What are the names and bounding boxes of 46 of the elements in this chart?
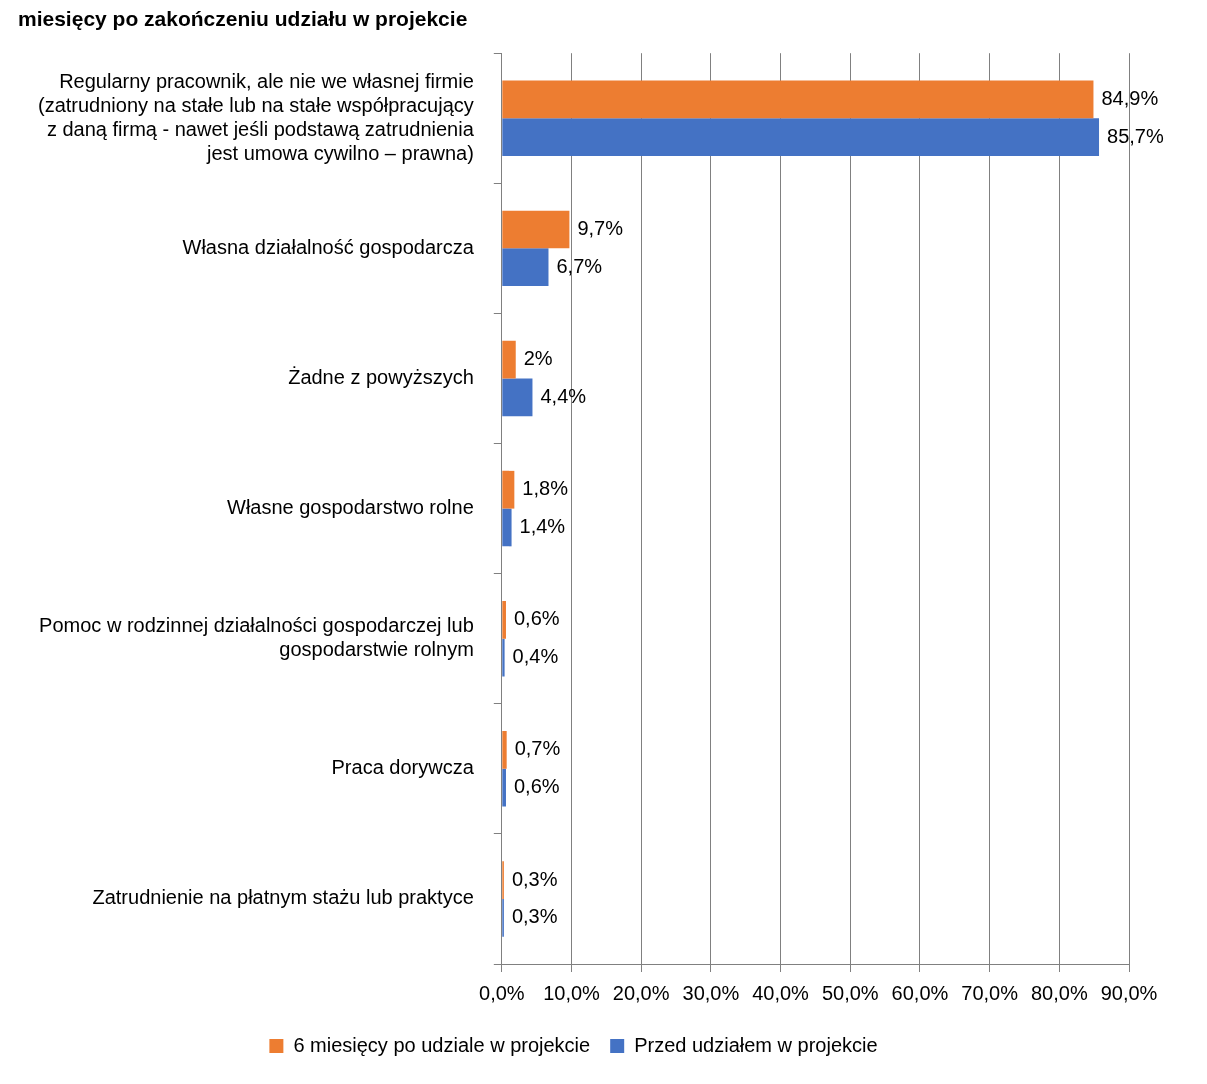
- x-tick-label: 30,0%: [682, 981, 740, 1004]
- x-tick-label: 40,0%: [752, 981, 810, 1004]
- bar: [502, 248, 549, 287]
- bar: [502, 731, 507, 769]
- data-label: 0,6%: [513, 607, 560, 630]
- y-tick-label: Regularny pracownik, ale nie we własnej firmie (zatrudniony na stałe lub na stałe współpracujący z daną firmą - nawet jeśli podstawą zatrudnienia jest umowa cywilno – prawna): [37, 69, 475, 164]
- x-tick-label: 70,0%: [961, 981, 1019, 1004]
- data-label: 6,7%: [556, 254, 603, 277]
- x-tick-label: 0,0%: [479, 981, 525, 1004]
- text: miesięcy po zakończeniu udziału w projekcie: [18, 7, 468, 31]
- data-label: 2%: [523, 347, 553, 370]
- data-label: 0,3%: [511, 867, 558, 890]
- x-tick-label: 10,0%: [543, 981, 601, 1004]
- data-label: 1,8%: [522, 477, 569, 500]
- x-tick-label: 60,0%: [891, 981, 949, 1004]
- data-label: 85,7%: [1107, 124, 1164, 147]
- x-tick-label: 90,0%: [1100, 981, 1158, 1004]
- y-tick-label: Własna działalność gospodarcza: [182, 235, 475, 258]
- y-tick-label: Pomoc w rodzinnej działalności gospodarczej lub gospodarstwie rolnym: [39, 614, 474, 661]
- legend-label: 6 miesięcy po udziale w projekcie: [293, 1033, 591, 1056]
- data-label: 0,7%: [514, 737, 561, 760]
- data-label: 4,4%: [540, 384, 587, 407]
- bar: [502, 768, 506, 807]
- data-label: 0,3%: [511, 905, 558, 928]
- bar: [502, 470, 515, 509]
- y-tick-label: Własne gospodarstwo rolne: [227, 496, 474, 519]
- data-label: 0,6%: [513, 775, 560, 798]
- bar: [502, 210, 570, 249]
- bar: [502, 118, 1100, 156]
- bar: [502, 508, 512, 547]
- bar: [502, 600, 506, 639]
- x-tick-label: 50,0%: [821, 981, 879, 1004]
- bar: [502, 378, 533, 417]
- y-tick-label: Praca dorywcza: [331, 756, 475, 779]
- x-tick-label: 20,0%: [612, 981, 670, 1004]
- y-tick-label: Zatrudnienie na płatnym stażu lub praktyce: [92, 886, 474, 909]
- bar: [502, 340, 516, 379]
- x-tick-label: 80,0%: [1030, 981, 1088, 1004]
- legend-label: Przed udziałem w projekcie: [634, 1033, 878, 1056]
- data-label: 1,4%: [519, 514, 566, 537]
- bar: [502, 80, 1094, 119]
- data-label: 84,9%: [1101, 86, 1159, 109]
- data-label: 0,4%: [512, 645, 559, 668]
- data-label: 9,7%: [577, 217, 624, 240]
- bar: [502, 638, 505, 677]
- y-tick-label: Żadne z powyższych: [288, 366, 474, 388]
